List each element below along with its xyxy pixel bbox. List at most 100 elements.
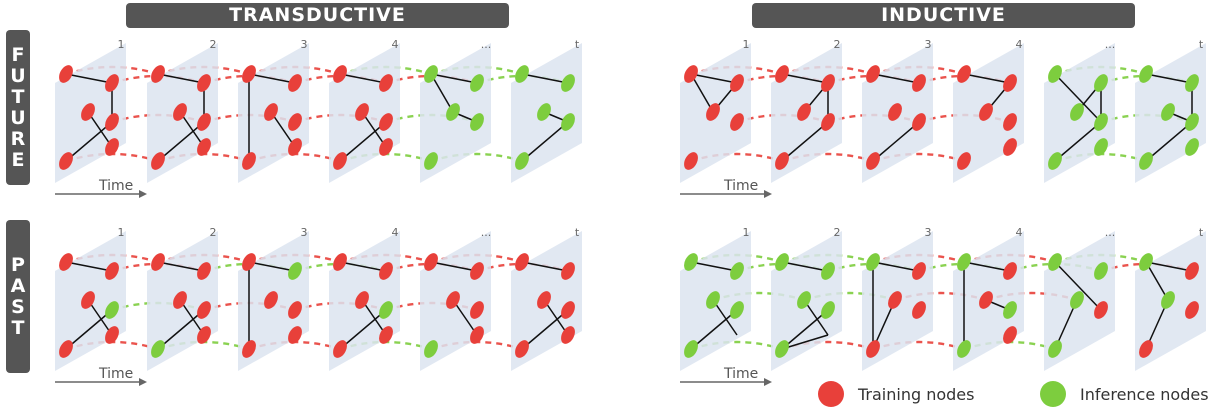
transductive-future-node-2-2-training xyxy=(288,74,302,92)
inductive-future-node-3-0-training xyxy=(957,65,971,83)
transductive-future-frame-label-3: 4 xyxy=(392,38,399,51)
inductive-past-frame-label-0: 1 xyxy=(743,226,750,239)
row-label-past: P A S T xyxy=(6,220,30,373)
transductive-future-node-3-2-training xyxy=(379,74,393,92)
transductive-past-node-1-3-training xyxy=(197,301,211,319)
transductive-past-node-5-0-training xyxy=(515,253,529,271)
transductive-future-node-1-2-training xyxy=(197,74,211,92)
inductive-past-node-5-1-inference xyxy=(1161,291,1175,309)
transductive-past-edge-1-0 xyxy=(157,261,205,272)
transductive-future-edge-3-1 xyxy=(361,111,387,148)
inductive-past-node-4-4-inference xyxy=(1048,340,1062,358)
inductive-future-time-label: Time xyxy=(723,178,758,194)
transductive-past-edge-5-1 xyxy=(543,299,569,336)
inductive-past-frame-label-3: 4 xyxy=(1016,226,1023,239)
row-label-future-text: F U T U R E xyxy=(10,43,26,171)
inductive-past-node-5-4-training xyxy=(1139,340,1153,358)
inductive-past-node-4-3-training xyxy=(1094,301,1108,319)
transductive-future-edge-5-0 xyxy=(521,73,569,84)
inductive-future-edge-5-0 xyxy=(1145,73,1193,84)
inductive-past-edge-4-0 xyxy=(1054,261,1102,311)
transductive-past-frame-label-4: ... xyxy=(481,226,492,239)
transductive-future-node-1-4-training xyxy=(151,152,165,170)
inductive-past-node-3-4-inference xyxy=(957,340,971,358)
transductive-past-node-3-3-inference xyxy=(379,301,393,319)
transductive-past-node-0-3-inference xyxy=(105,301,119,319)
inductive-future-edge-4-0 xyxy=(1054,73,1102,123)
transductive-past-node-3-4-training xyxy=(333,340,347,358)
transductive-past-edge-3-2 xyxy=(339,309,387,350)
inductive-future-edge-4-2 xyxy=(1054,121,1102,162)
inductive-future-node-0-0-training xyxy=(684,65,698,83)
inductive-future-node-1-4-training xyxy=(775,152,789,170)
inductive-future-node-2-3-training xyxy=(912,113,926,131)
transductive-past-edge-0-1 xyxy=(87,299,113,336)
row-label-future: F U T U R E xyxy=(6,30,30,185)
transductive-past-frame-label-1: 2 xyxy=(210,226,217,239)
transductive-future-node-0-4-training xyxy=(59,152,73,170)
inductive-future-node-1-1-training xyxy=(797,103,811,121)
transductive-future-node-0-2-training xyxy=(105,74,119,92)
inductive-future-node-0-1-training xyxy=(706,103,720,121)
transductive-future-node-2-5-training xyxy=(288,138,302,156)
transductive-future-frame-label-0: 1 xyxy=(118,38,125,51)
transductive-future-edge-1-1 xyxy=(179,111,205,148)
transductive-past-edge-3-0 xyxy=(339,261,387,272)
transductive-past-frame-label-2: 3 xyxy=(301,226,308,239)
transductive-past-edge-2-0 xyxy=(248,261,296,272)
inductive-past-node-0-3-inference xyxy=(730,301,744,319)
transductive-past-node-4-0-training xyxy=(424,253,438,271)
inductive-past-node-3-3-inference xyxy=(1003,301,1017,319)
transductive-future-node-4-1-inference xyxy=(446,103,460,121)
inductive-past-node-2-1-training xyxy=(888,291,902,309)
transductive-past-node-2-1-training xyxy=(264,291,278,309)
inductive-past-edge-0-2 xyxy=(690,309,738,350)
transductive-past-node-0-4-training xyxy=(59,340,73,358)
transductive-past-node-1-5-training xyxy=(197,326,211,344)
transductive-future-node-3-0-training xyxy=(333,65,347,83)
inductive-past-edge-1-2 xyxy=(781,309,829,350)
inductive-future-frame-label-0: 1 xyxy=(743,38,750,51)
inductive-future-node-4-3-inference xyxy=(1094,113,1108,131)
transductive-past-edge-0-0 xyxy=(65,261,113,272)
transductive-past-node-2-2-inference xyxy=(288,262,302,280)
inductive-future-node-4-5-inference xyxy=(1094,138,1108,156)
transductive-future-node-1-0-training xyxy=(151,65,165,83)
inductive-past-node-1-1-inference xyxy=(797,291,811,309)
transductive-future-time-arrowhead xyxy=(139,190,147,198)
inductive-past-frame-label-4: ... xyxy=(1105,226,1116,239)
transductive-past-edge-0-2 xyxy=(65,309,113,350)
transductive-future-edge-3-0 xyxy=(339,73,387,84)
transductive-future-node-2-4-training xyxy=(242,152,256,170)
transductive-past-edge-4-0 xyxy=(430,261,478,272)
inductive-past-edge-0-1 xyxy=(712,299,738,336)
transductive-future-edge-1-0 xyxy=(157,73,205,84)
inductive-future-node-4-4-inference xyxy=(1048,152,1062,170)
inductive-future-edge-5-2 xyxy=(1145,121,1193,162)
inductive-future-node-5-0-inference xyxy=(1139,65,1153,83)
transductive-past-node-0-5-training xyxy=(105,326,119,344)
inductive-future-node-1-0-training xyxy=(775,65,789,83)
inductive-past-node-0-4-inference xyxy=(684,340,698,358)
transductive-future-edge-0-0 xyxy=(65,73,113,84)
transductive-past-node-3-5-training xyxy=(379,326,393,344)
transductive-past-node-1-1-training xyxy=(173,291,187,309)
transductive-future-node-3-3-training xyxy=(379,113,393,131)
inductive-past-edge-2-0 xyxy=(872,261,920,272)
inductive-past-node-3-2-training xyxy=(1003,262,1017,280)
inductive-future-frame-label-3: 4 xyxy=(1016,38,1023,51)
inductive-past-node-5-3-training xyxy=(1185,301,1199,319)
inductive-past-node-1-4-inference xyxy=(775,340,789,358)
inference-node-swatch xyxy=(1040,381,1066,407)
inductive-future-edge-0-0 xyxy=(690,73,738,84)
inductive-future-node-0-2-training xyxy=(730,74,744,92)
transductive-past-node-5-1-training xyxy=(537,291,551,309)
transductive-future-frame-label-5: t xyxy=(575,38,580,51)
inductive-future-node-3-1-training xyxy=(979,103,993,121)
inductive-past-node-1-0-inference xyxy=(775,253,789,271)
transductive-past-node-5-5-training xyxy=(561,326,575,344)
transductive-future-node-5-1-inference xyxy=(537,103,551,121)
transductive-past-edge-5-2 xyxy=(521,309,569,350)
inductive-past-node-3-5-training xyxy=(1003,326,1017,344)
transductive-future-edge-1-2 xyxy=(157,121,205,162)
